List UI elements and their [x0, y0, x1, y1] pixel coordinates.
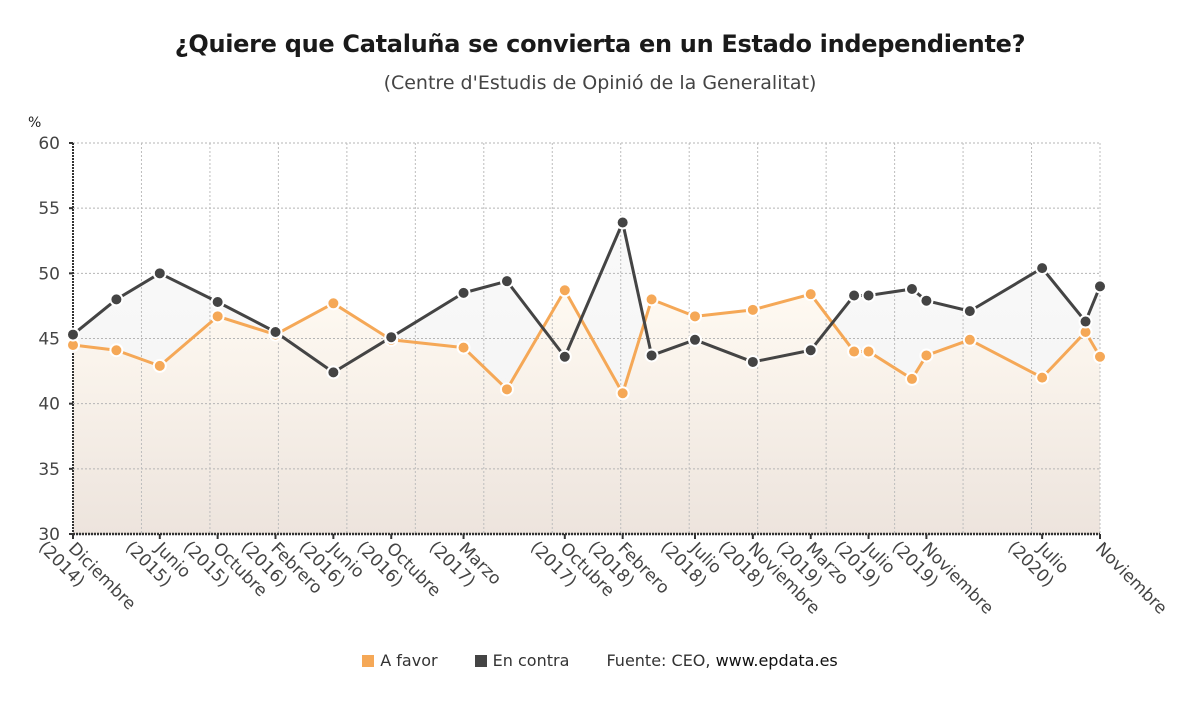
area-a-favor — [73, 290, 1100, 534]
chart-subtitle: (Centre d'Estudis de Opinió de la Genera… — [383, 72, 817, 94]
point-en-contra — [1035, 261, 1050, 276]
point-en-contra — [861, 288, 876, 303]
point-en-contra — [962, 304, 977, 319]
point-en-contra — [745, 354, 760, 369]
point-a-favor — [962, 332, 977, 347]
legend-swatch-en-contra — [474, 655, 487, 667]
point-a-favor — [803, 287, 818, 302]
point-a-favor — [210, 309, 225, 324]
point-a-favor — [615, 386, 630, 401]
point-a-favor — [557, 283, 572, 298]
legend-label-en-contra: En contra — [492, 651, 570, 670]
gridlines — [73, 142, 1101, 535]
chart-title: ¿Quiere que Cataluña se convierta en un … — [174, 30, 1026, 58]
point-a-favor — [861, 344, 876, 359]
point-a-favor — [1093, 349, 1107, 364]
point-a-favor — [326, 296, 341, 311]
point-en-contra — [152, 266, 167, 281]
y-tick-label: 40 — [38, 395, 60, 415]
x-tick-label: Diciembre(2014) — [34, 537, 139, 614]
source-link[interactable]: www.epdata.es — [715, 651, 838, 670]
point-en-contra — [904, 281, 919, 296]
point-en-contra — [557, 349, 572, 364]
legend-item-a-favor[interactable]: A favor — [362, 651, 438, 670]
point-en-contra — [847, 288, 862, 303]
legend-item-en-contra[interactable]: En contra — [474, 651, 570, 670]
legend-label-a-favor: A favor — [380, 651, 438, 670]
point-en-contra — [1078, 314, 1093, 329]
point-en-contra — [615, 215, 630, 230]
x-tick-label: Noviembre — [1091, 539, 1171, 619]
point-en-contra — [456, 285, 471, 300]
y-tick-label: 60 — [38, 134, 60, 154]
source-prefix: Fuente: CEO, — [606, 651, 716, 670]
point-a-favor — [745, 302, 760, 317]
legend-swatch-a-favor — [362, 655, 375, 667]
series-points — [66, 215, 1107, 401]
point-en-contra — [268, 324, 283, 339]
point-a-favor — [109, 343, 124, 358]
point-en-contra — [326, 365, 341, 380]
x-tick-label: Noviembre(2019) — [888, 537, 997, 618]
source-note: Fuente: CEO, www.epdata.es — [606, 651, 837, 670]
point-a-favor — [456, 340, 471, 355]
point-en-contra — [499, 274, 514, 289]
y-axis-unit-label: % — [28, 115, 41, 131]
y-tick-label: 35 — [38, 460, 60, 480]
point-en-contra — [919, 293, 934, 308]
point-a-favor — [152, 358, 167, 373]
point-en-contra — [1093, 279, 1107, 294]
point-a-favor — [687, 309, 702, 324]
point-en-contra — [644, 348, 659, 363]
point-a-favor — [904, 371, 919, 386]
point-a-favor — [1035, 370, 1050, 385]
point-en-contra — [210, 295, 225, 310]
x-tick-label-line: Noviembre — [1091, 539, 1171, 619]
point-en-contra — [803, 343, 818, 358]
point-a-favor — [499, 382, 514, 397]
point-en-contra — [687, 332, 702, 347]
point-a-favor — [919, 348, 934, 363]
y-tick-label: 50 — [38, 264, 60, 284]
point-en-contra — [384, 330, 399, 345]
point-en-contra — [66, 327, 80, 342]
area-fills — [73, 222, 1100, 534]
y-tick-label: 45 — [38, 330, 60, 350]
point-a-favor — [847, 344, 862, 359]
point-en-contra — [109, 292, 124, 307]
y-tick-label: 30 — [38, 525, 60, 545]
y-tick-label: 55 — [38, 199, 60, 219]
legend: A favor En contra Fuente: CEO, www.epdat… — [0, 650, 1200, 670]
point-a-favor — [644, 292, 659, 307]
